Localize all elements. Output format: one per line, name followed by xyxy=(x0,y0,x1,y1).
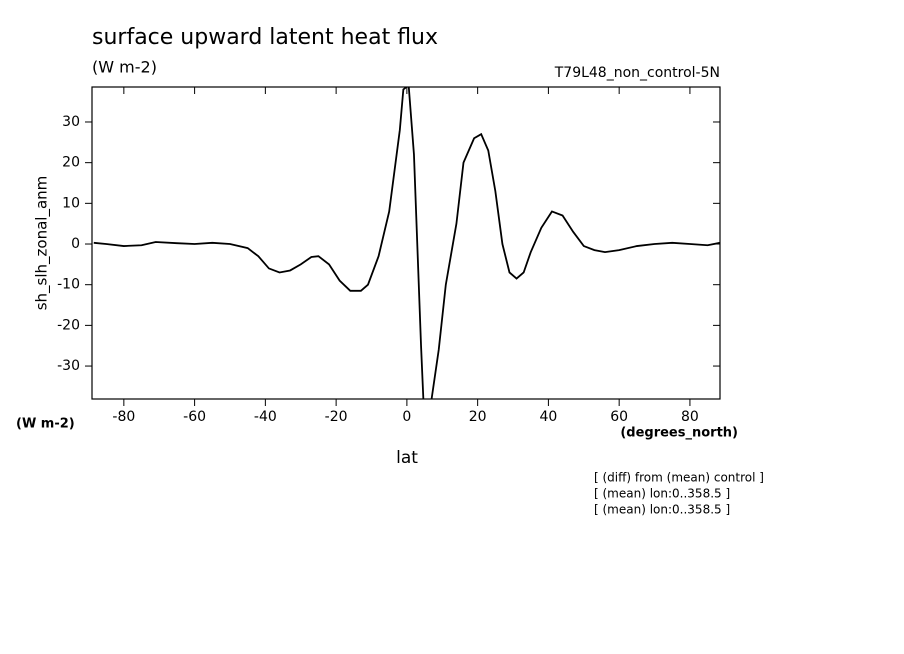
y-tick-label: 20 xyxy=(62,155,80,171)
y-tick-label: 0 xyxy=(71,236,80,252)
x-tick-label: -60 xyxy=(183,409,206,425)
subtitle: (W m-2) xyxy=(92,58,157,77)
dataset-label: T79L48_non_control-5N xyxy=(554,65,720,81)
x-tick-label: 80 xyxy=(681,409,699,425)
chart-title: surface upward latent heat flux xyxy=(92,25,438,50)
data-line xyxy=(93,87,720,399)
note: [ (mean) lon:0..358.5 ] xyxy=(594,487,730,501)
x-tick-label: 0 xyxy=(402,409,411,425)
y-axis-label: sh_slh_zonal_anm xyxy=(33,176,52,311)
note: [ (diff) from (mean) control ] xyxy=(594,471,764,485)
y-tick-label: -10 xyxy=(57,277,80,293)
x-tick-label: 60 xyxy=(610,409,628,425)
x-tick-label: 40 xyxy=(539,409,557,425)
x-tick-label: -80 xyxy=(112,409,135,425)
x-tick-label: -40 xyxy=(254,409,277,425)
x-axis-label: lat xyxy=(396,448,418,468)
note: [ (mean) lon:0..358.5 ] xyxy=(594,503,730,517)
x-tick-label: -20 xyxy=(325,409,348,425)
x-tick-label: 20 xyxy=(469,409,487,425)
y-units: (W m-2) xyxy=(16,417,75,432)
y-tick-label: -20 xyxy=(57,317,80,333)
x-units: (degrees_north) xyxy=(620,426,738,441)
y-tick-label: 30 xyxy=(62,114,80,130)
y-tick-label: -30 xyxy=(57,358,80,374)
y-tick-label: 10 xyxy=(62,195,80,211)
